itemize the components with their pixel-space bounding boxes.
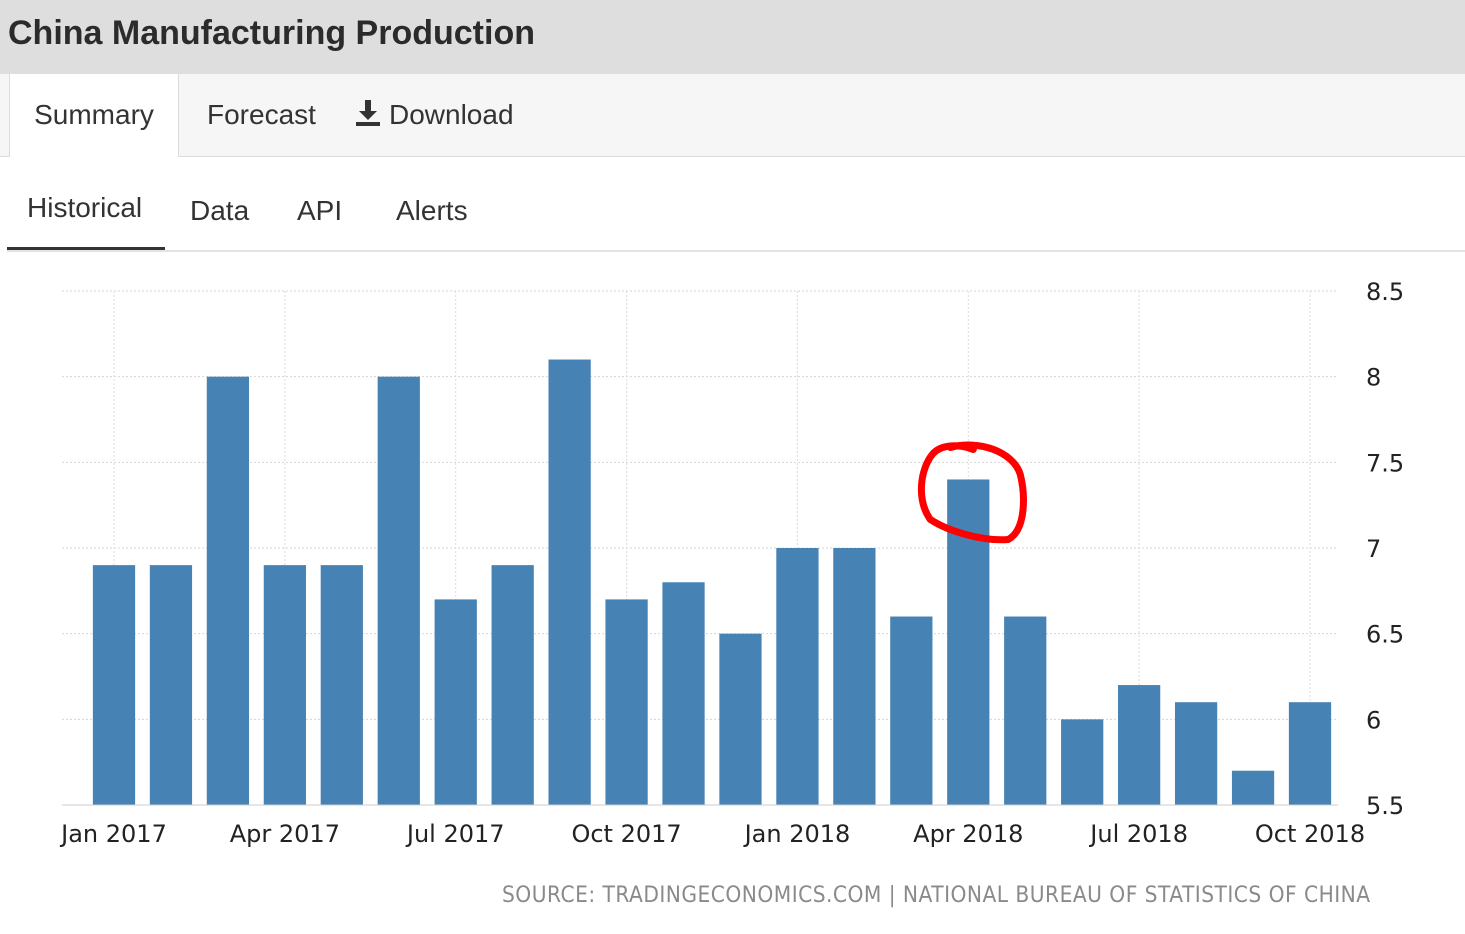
x-tick-label: Oct 2017	[571, 820, 681, 848]
highlight-circle	[917, 441, 1027, 544]
source-org: NATIONAL BUREAU OF STATISTICS OF CHINA	[902, 883, 1371, 908]
bar-nov-2017	[662, 582, 705, 805]
tab-forecast-label: Forecast	[207, 99, 316, 130]
bar-feb-2018	[833, 548, 876, 805]
bar-aug-2018	[1174, 702, 1218, 805]
tab-summary[interactable]: Summary	[9, 74, 179, 157]
x-tick-label: Jul 2017	[405, 820, 505, 848]
y-tick-label: 7.5	[1366, 449, 1404, 477]
tab-download-label: Download	[389, 99, 514, 130]
page-header: China Manufacturing Production	[0, 0, 1465, 74]
bar-may-2018	[1004, 616, 1047, 805]
bar-jan-2018	[776, 548, 819, 805]
source-prefix: SOURCE: TRADINGECONOMICS.COM	[502, 883, 882, 908]
bar-jul-2018	[1118, 685, 1161, 805]
source-separator: |	[888, 883, 897, 908]
tab-summary-label: Summary	[34, 99, 154, 130]
x-tick-label: Jul 2018	[1088, 820, 1188, 848]
bar-apr-2017	[263, 565, 306, 805]
bar-dec-2017	[719, 633, 762, 805]
bar-mar-2018	[890, 616, 933, 805]
active-tab-indicator	[7, 247, 165, 250]
download-icon	[355, 77, 381, 159]
y-tick-label: 8	[1366, 364, 1381, 392]
sub-tab-bar: Historical Data API Alerts	[7, 157, 1465, 252]
bar-oct-2017	[605, 599, 648, 805]
bar-jul-2017	[434, 599, 477, 805]
bar-jun-2018	[1061, 719, 1104, 805]
tab-data[interactable]: Data	[190, 195, 249, 227]
tab-download[interactable]: Download	[355, 74, 514, 156]
x-tick-label: Jan 2017	[59, 820, 167, 848]
bar-jan-2017	[92, 565, 136, 805]
y-tick-label: 6.5	[1366, 621, 1404, 649]
tab-historical[interactable]: Historical	[27, 192, 142, 224]
x-tick-label: Apr 2018	[913, 820, 1023, 848]
bar-jun-2017	[377, 376, 420, 805]
tab-historical-label: Historical	[27, 192, 143, 223]
tab-api-label: API	[297, 195, 343, 226]
x-tick-label: Oct 2018	[1255, 820, 1365, 848]
bar-sep-2017	[548, 359, 591, 805]
tab-data-label: Data	[190, 195, 250, 226]
bar-mar-2017	[206, 376, 250, 805]
bar-feb-2017	[149, 565, 193, 805]
bar-chart: 8.5 8 7.5 7 6.5 6 5.5 Jan 2017 Apr 2017 Jul 2017 O…	[59, 278, 1404, 848]
page-title: China Manufacturing Production	[8, 14, 535, 52]
bar-may-2017	[320, 565, 363, 805]
y-tick-label: 7	[1366, 535, 1381, 563]
tab-api[interactable]: API	[297, 195, 342, 227]
y-tick-label: 6	[1366, 706, 1381, 734]
source-line: SOURCE: TRADINGECONOMICS.COM | NATIONAL …	[502, 883, 1371, 908]
top-tab-bar: Summary Forecast Download	[0, 74, 1465, 157]
y-tick-label: 8.5	[1366, 278, 1404, 306]
x-tick-label: Apr 2017	[230, 820, 340, 848]
y-tick-label: 5.5	[1366, 792, 1404, 820]
x-tick-label: Jan 2018	[743, 820, 851, 848]
tab-alerts[interactable]: Alerts	[396, 195, 468, 227]
bar-oct-2018	[1288, 702, 1332, 805]
tab-alerts-label: Alerts	[396, 195, 468, 226]
bar-aug-2017	[491, 565, 534, 805]
tab-forecast[interactable]: Forecast	[207, 74, 316, 156]
bar-sep-2018	[1231, 770, 1275, 805]
